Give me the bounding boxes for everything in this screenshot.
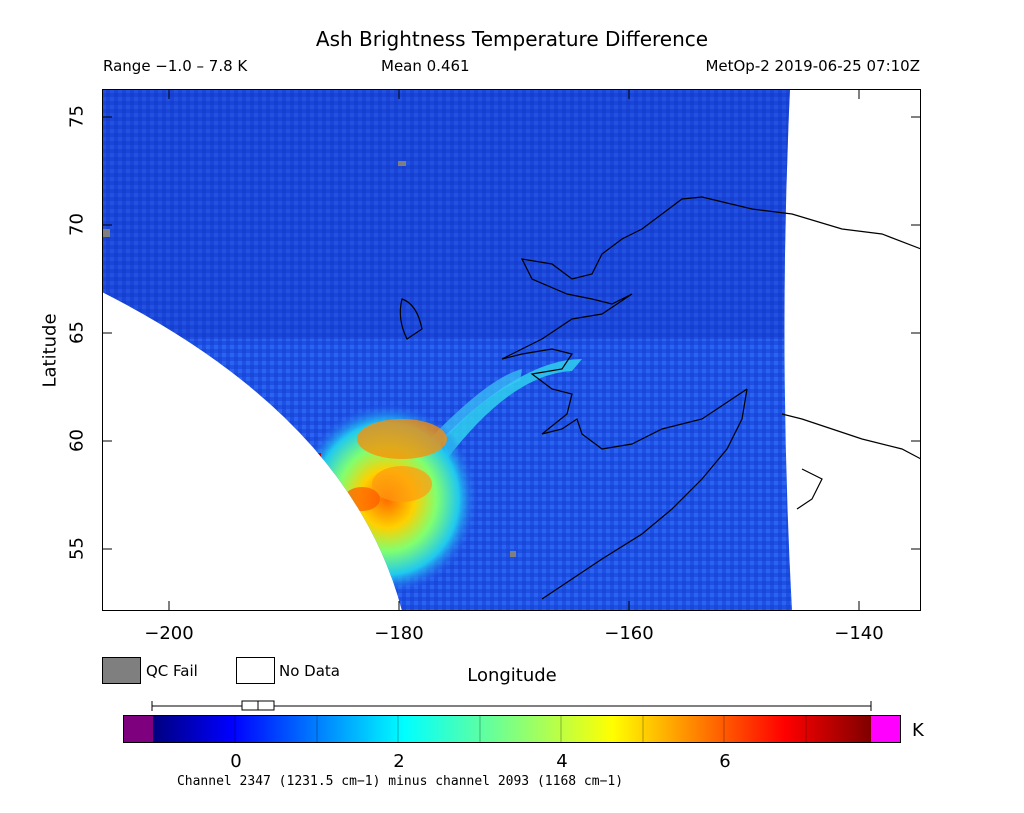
qc-fail-pixel (102, 229, 110, 237)
no-data-label: No Data (279, 662, 340, 680)
map-plot (102, 89, 921, 611)
x-axis-label: Longitude (467, 665, 557, 686)
y-tick-label: 70 (66, 213, 88, 236)
colorbar (123, 715, 901, 743)
qc-fail-swatch (102, 657, 141, 684)
x-tick-label: −200 (144, 623, 194, 644)
axis-ticks (102, 89, 921, 611)
value-distribution-boxplot (151, 700, 872, 711)
colorbar-tick-label: 4 (556, 751, 568, 772)
colorbar-unit: K (912, 720, 924, 741)
channel-description: Channel 2347 (1231.5 cm−1) minus channel… (176, 774, 624, 789)
satellite-time-label: MetOp-2 2019-06-25 07:10Z (705, 57, 920, 75)
colorbar-tick-label: 2 (393, 751, 405, 772)
coastlines (399, 196, 921, 600)
qc-fail-pixel (398, 161, 406, 166)
mean-label: Mean 0.461 (381, 57, 470, 75)
y-tick-label: 75 (66, 105, 88, 128)
y-tick-label: 65 (66, 321, 88, 344)
x-tick-label: −160 (604, 623, 654, 644)
colorbar-over (871, 715, 901, 743)
x-tick-label: −180 (374, 623, 424, 644)
colorbar-gradient (153, 715, 871, 743)
colorbar-tick-label: 0 (230, 751, 242, 772)
qc-fail-label: QC Fail (146, 662, 198, 680)
colorbar-tick-label: 6 (719, 751, 731, 772)
y-tick-label: 60 (66, 429, 88, 452)
chart-title: Ash Brightness Temperature Difference (315, 27, 709, 51)
x-tick-label: −140 (834, 623, 884, 644)
range-label: Range −1.0 – 7.8 K (103, 57, 248, 75)
colorbar-under (123, 715, 153, 743)
no-data-swatch (236, 657, 275, 684)
qc-fail-pixel (510, 551, 516, 557)
y-axis-label: Latitude (39, 313, 61, 388)
y-tick-label: 55 (66, 537, 88, 560)
